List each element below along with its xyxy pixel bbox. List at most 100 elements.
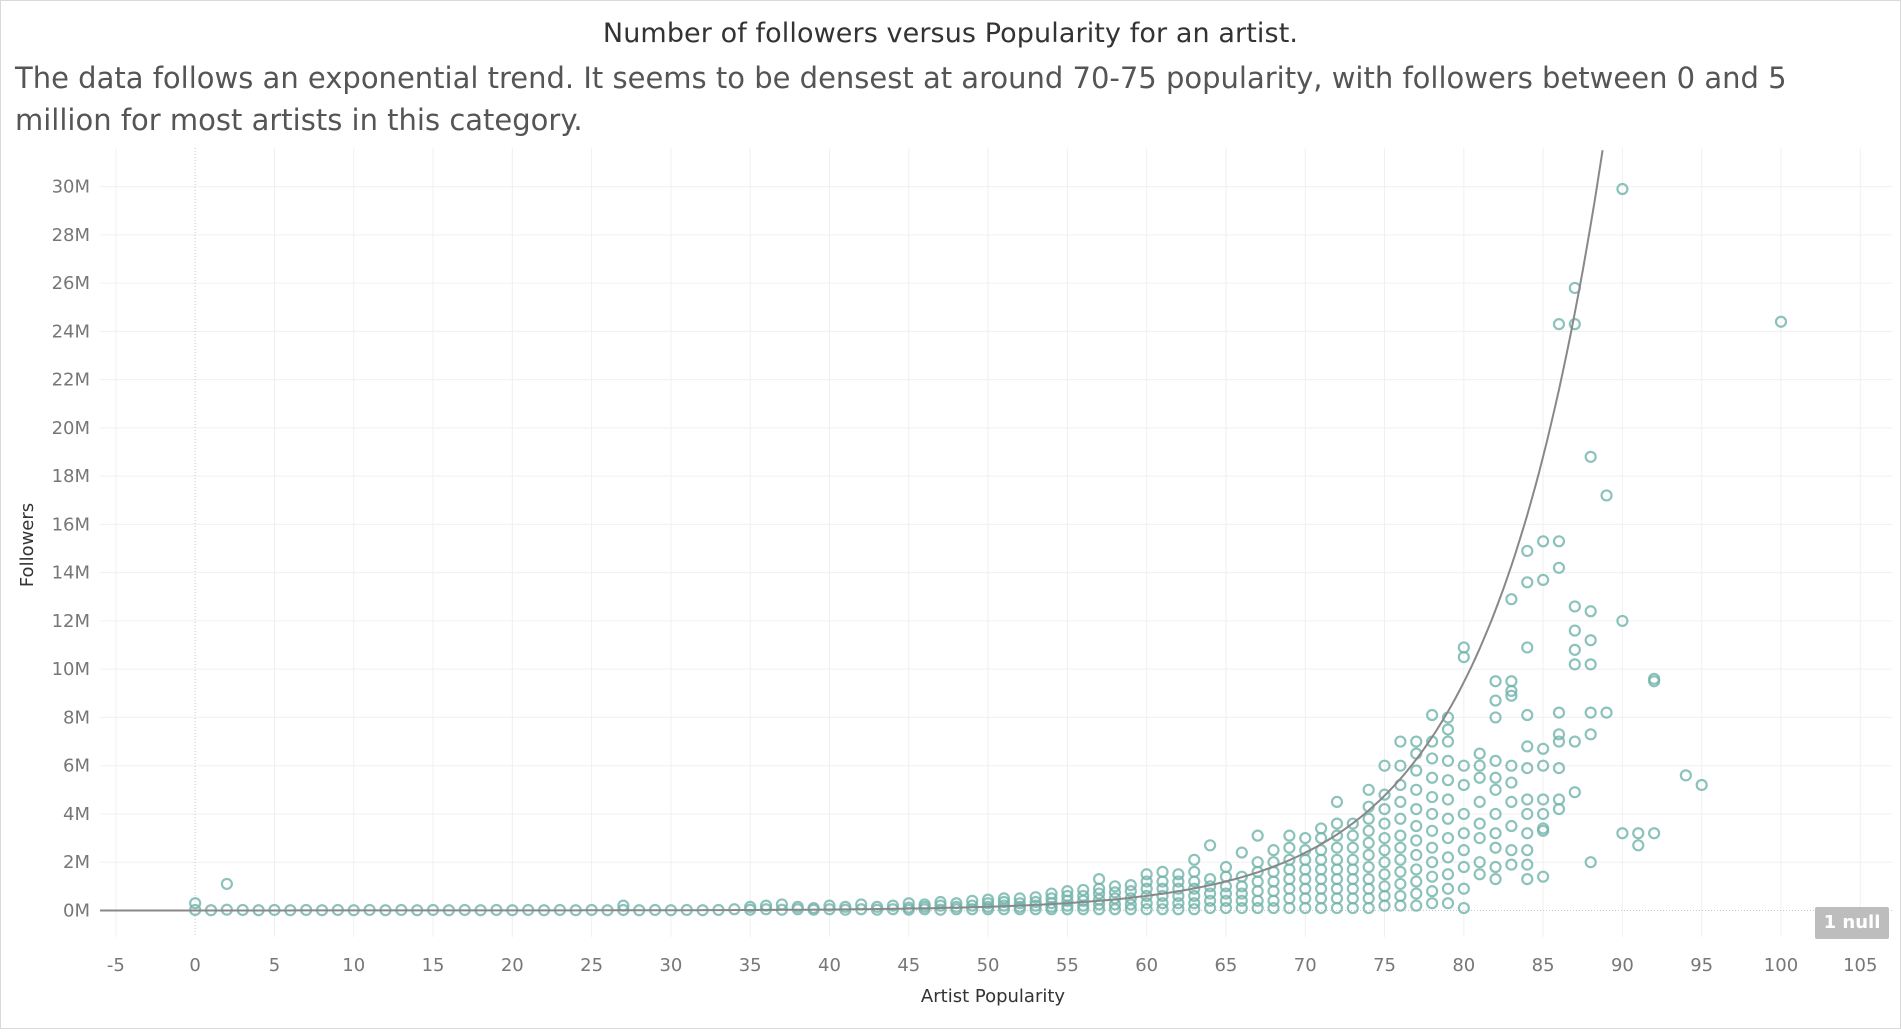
- data-point[interactable]: [1441, 831, 1455, 845]
- data-point[interactable]: [1394, 899, 1407, 912]
- data-point[interactable]: [1203, 872, 1217, 886]
- data-point[interactable]: [1505, 858, 1518, 871]
- data-point[interactable]: [1346, 863, 1359, 876]
- data-point[interactable]: [1013, 900, 1026, 913]
- data-point[interactable]: [1584, 706, 1597, 719]
- data-point[interactable]: [1457, 641, 1470, 654]
- data-point[interactable]: [1426, 856, 1439, 869]
- data-point[interactable]: [981, 897, 995, 910]
- data-point[interactable]: [1695, 778, 1708, 792]
- data-point[interactable]: [1632, 839, 1645, 852]
- data-point[interactable]: [1077, 883, 1090, 897]
- data-point[interactable]: [1473, 856, 1486, 869]
- data-point[interactable]: [997, 892, 1011, 905]
- data-point[interactable]: [1489, 841, 1502, 854]
- data-point[interactable]: [1521, 576, 1534, 589]
- data-point[interactable]: [966, 899, 979, 912]
- data-point[interactable]: [791, 900, 804, 913]
- data-point[interactable]: [1314, 901, 1328, 915]
- data-point[interactable]: [1251, 875, 1264, 888]
- data-point[interactable]: [1426, 771, 1439, 784]
- data-point[interactable]: [1394, 812, 1407, 825]
- data-point[interactable]: [1521, 641, 1534, 654]
- data-point[interactable]: [1394, 759, 1407, 772]
- data-point[interactable]: [1616, 614, 1629, 628]
- data-point[interactable]: [1521, 740, 1534, 753]
- data-point[interactable]: [1394, 795, 1407, 808]
- data-point[interactable]: [1489, 694, 1502, 707]
- data-point[interactable]: [1314, 882, 1328, 895]
- data-point[interactable]: [1426, 790, 1439, 804]
- data-point[interactable]: [1426, 897, 1439, 910]
- data-point[interactable]: [1457, 807, 1470, 821]
- data-point[interactable]: [1473, 747, 1486, 760]
- data-point[interactable]: [886, 899, 900, 912]
- data-point[interactable]: [918, 898, 931, 911]
- data-point[interactable]: [1679, 769, 1692, 782]
- data-point[interactable]: [189, 897, 202, 910]
- data-point[interactable]: [1489, 754, 1502, 767]
- data-point[interactable]: [1489, 860, 1502, 874]
- data-point[interactable]: [1251, 829, 1264, 842]
- data-point[interactable]: [1188, 903, 1201, 916]
- data-point[interactable]: [1235, 846, 1248, 859]
- data-point[interactable]: [1537, 742, 1550, 755]
- data-point[interactable]: [1394, 889, 1407, 903]
- data-point[interactable]: [1203, 887, 1217, 900]
- data-point[interactable]: [1188, 889, 1201, 903]
- data-point[interactable]: [1552, 793, 1566, 806]
- data-point[interactable]: [1473, 831, 1486, 845]
- data-point[interactable]: [966, 903, 979, 916]
- data-point[interactable]: [1774, 315, 1788, 328]
- data-point[interactable]: [1441, 812, 1455, 825]
- data-point[interactable]: [1156, 889, 1169, 903]
- data-point[interactable]: [1521, 827, 1534, 840]
- data-point[interactable]: [1457, 759, 1470, 772]
- data-point[interactable]: [1346, 882, 1359, 895]
- data-point[interactable]: [1410, 863, 1423, 876]
- data-point[interactable]: [934, 899, 947, 912]
- data-point[interactable]: [1552, 728, 1566, 741]
- data-point[interactable]: [1235, 887, 1248, 900]
- data-point[interactable]: [1283, 853, 1296, 866]
- data-point[interactable]: [1346, 817, 1359, 830]
- data-point[interactable]: [1362, 824, 1375, 837]
- data-point[interactable]: [1426, 807, 1439, 821]
- data-point[interactable]: [1489, 872, 1502, 886]
- data-point[interactable]: [1441, 723, 1455, 736]
- data-point[interactable]: [1426, 824, 1439, 837]
- data-point[interactable]: [1172, 897, 1185, 910]
- data-point[interactable]: [1600, 706, 1613, 719]
- data-point[interactable]: [1330, 872, 1344, 886]
- data-point[interactable]: [807, 901, 820, 915]
- data-point[interactable]: [1362, 882, 1375, 895]
- data-point[interactable]: [1552, 318, 1566, 331]
- data-point[interactable]: [1314, 892, 1328, 905]
- data-point[interactable]: [1410, 803, 1423, 816]
- data-point[interactable]: [1283, 892, 1296, 905]
- data-point[interactable]: [1441, 868, 1455, 881]
- data-point[interactable]: [1346, 872, 1359, 886]
- data-point[interactable]: [1568, 658, 1581, 671]
- data-point[interactable]: [1489, 675, 1502, 688]
- data-point[interactable]: [1568, 624, 1581, 637]
- data-point[interactable]: [1251, 885, 1264, 898]
- data-point[interactable]: [1441, 897, 1455, 910]
- data-point[interactable]: [1013, 897, 1026, 910]
- data-point[interactable]: [1330, 892, 1344, 905]
- data-point[interactable]: [1410, 875, 1423, 888]
- data-point[interactable]: [1267, 844, 1280, 857]
- data-point[interactable]: [1568, 600, 1581, 613]
- data-point[interactable]: [1061, 903, 1074, 916]
- data-point[interactable]: [1410, 848, 1423, 862]
- data-point[interactable]: [1267, 901, 1280, 915]
- data-point[interactable]: [1378, 844, 1391, 857]
- data-point[interactable]: [1410, 819, 1423, 833]
- data-point[interactable]: [1441, 774, 1455, 787]
- data-point[interactable]: [1362, 872, 1375, 886]
- data-point[interactable]: [1330, 853, 1344, 866]
- data-point[interactable]: [1330, 901, 1344, 915]
- data-point[interactable]: [1314, 872, 1328, 886]
- data-point[interactable]: [1203, 901, 1217, 915]
- data-point[interactable]: [1219, 901, 1233, 915]
